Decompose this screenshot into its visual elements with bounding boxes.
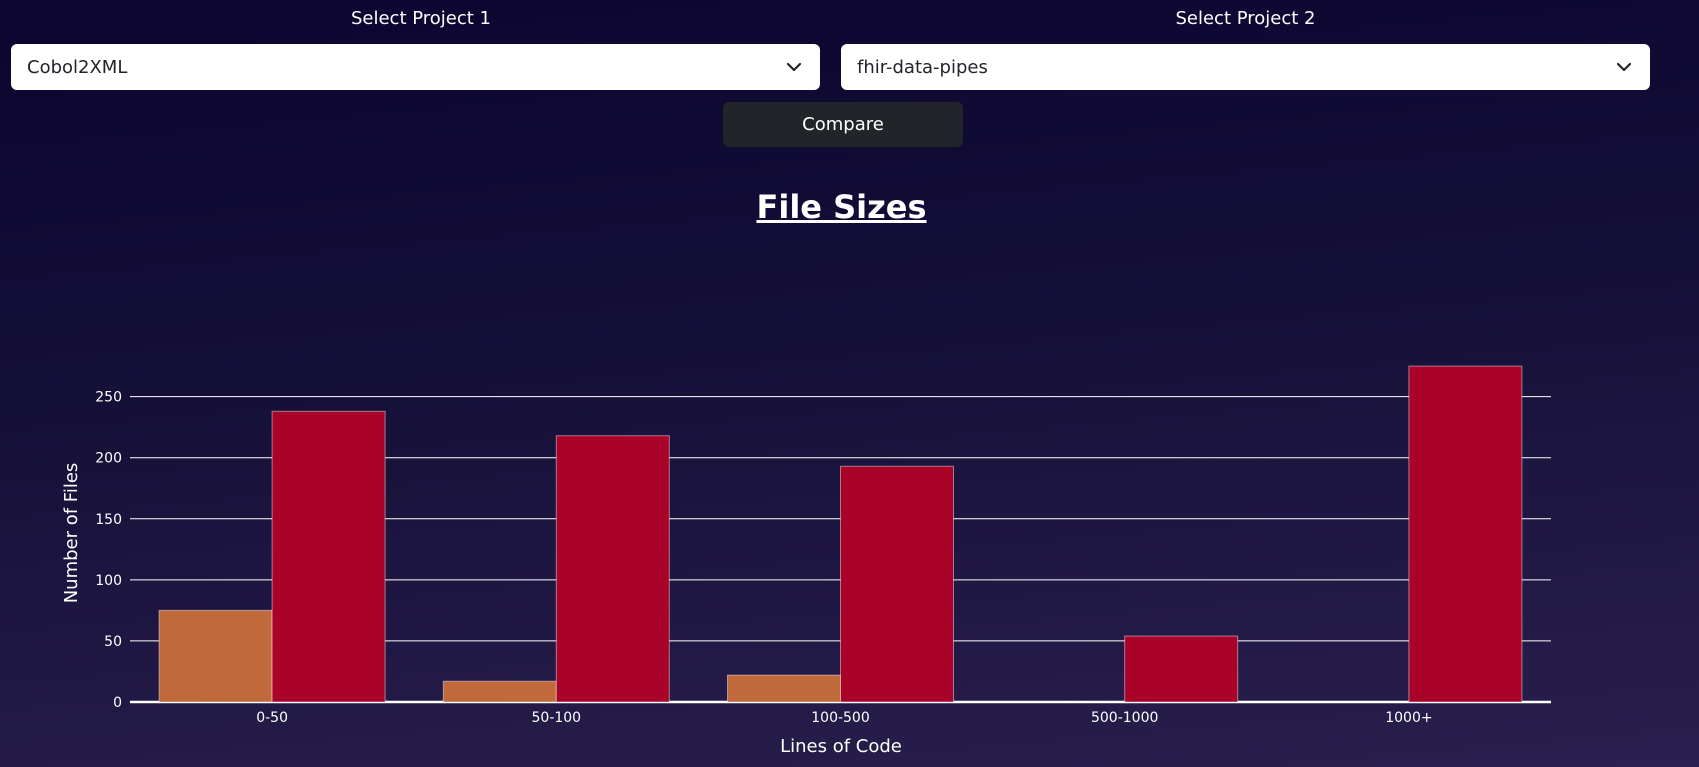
bar-0-50-series2[interactable] [271,410,386,703]
y-tick-label: 200 [95,451,122,467]
y-tick-label: 0 [113,695,122,711]
project2-select[interactable]: fhir-data-pipes [841,44,1650,90]
bar-50-100-series2[interactable] [555,435,670,703]
compare-button[interactable]: Compare [723,102,963,147]
x-tick-label: 0-50 [256,710,288,726]
bar-0-50-series1[interactable] [158,609,273,703]
y-axis-label: Number of Files [61,463,82,604]
x-axis-label: Lines of Code [780,736,902,757]
y-tick-label: 150 [95,512,122,528]
y-tick-label: 50 [104,634,122,650]
chart-title: File Sizes [756,188,927,226]
bar-100-500-series2[interactable] [840,465,954,703]
bar-50-100-series1[interactable] [442,680,557,703]
y-tick-label: 250 [95,390,122,406]
bars [158,365,1523,703]
bar-500-1000-series2[interactable] [1124,635,1239,703]
y-tick-label: 100 [95,573,122,589]
project2-selected-value: fhir-data-pipes [857,56,988,78]
y-tick-labels: 0 50 100 150 200 250 [95,390,122,711]
bar-100-500-series1[interactable] [727,674,841,703]
x-tick-labels: 0-50 50-100 100-500 500-1000 1000+ [256,710,1432,726]
chevron-down-icon [784,57,804,77]
project2-label: Select Project 2 [1175,8,1316,29]
chevron-down-icon [1614,57,1634,77]
x-tick-label: 500-1000 [1091,710,1158,726]
project1-label: Select Project 1 [350,8,491,29]
project1-selected-value: Cobol2XML [27,56,128,78]
file-sizes-chart: 0 50 100 150 200 250 0-50 50-100 100-500 500-100… [61,365,1551,757]
x-tick-label: 50-100 [532,710,582,726]
x-tick-label: 1000+ [1385,710,1432,726]
x-tick-label: 100-500 [811,710,870,726]
bar-1000+-series2[interactable] [1408,365,1523,703]
project1-select[interactable]: Cobol2XML [11,44,820,90]
